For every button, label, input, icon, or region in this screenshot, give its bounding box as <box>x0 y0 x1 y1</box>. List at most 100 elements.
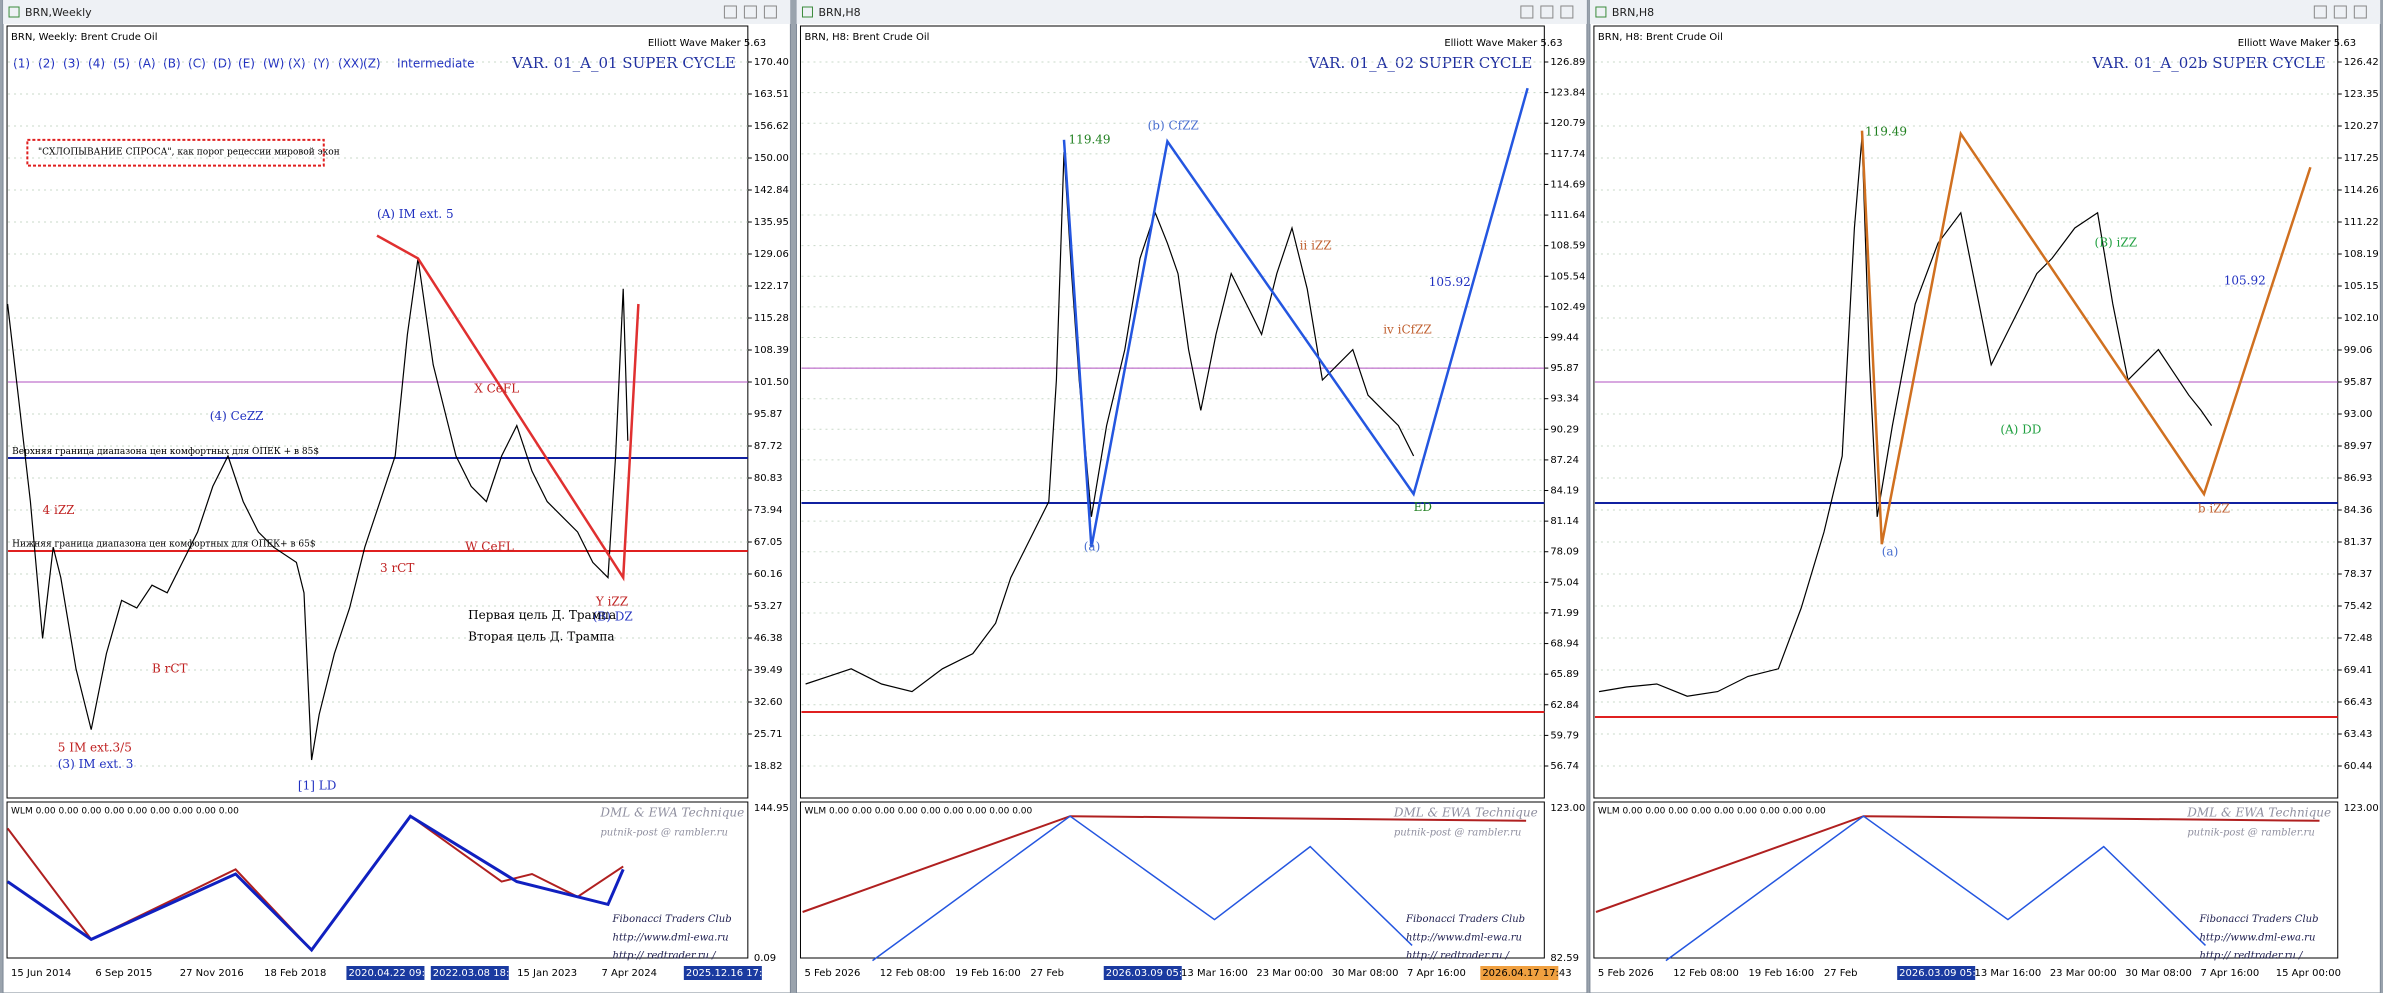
price-label: 123.35 <box>2344 89 2379 100</box>
wave-annotation: (3) IM ext. 3 <box>58 757 134 771</box>
wave-path <box>1860 130 2312 545</box>
price-label: 87.24 <box>1550 455 1579 466</box>
indicator-scale: 82.59 <box>1550 953 1579 964</box>
degree-label[interactable]: (XX) <box>338 57 364 71</box>
degree-label[interactable]: (Y) <box>313 57 330 71</box>
wave-annotation: X CeFL <box>474 382 519 396</box>
window-button[interactable] <box>2333 5 2347 19</box>
price-label: 99.06 <box>2344 345 2373 356</box>
date-label: 18 Feb 2018 <box>264 968 326 979</box>
date-label: 5 Feb 2026 <box>1598 968 1654 979</box>
date-label: 27 Nov 2016 <box>180 968 244 979</box>
price-label: 108.59 <box>1550 241 1585 252</box>
wave-annotation: (A) IM ext. 5 <box>377 207 454 221</box>
indicator-line <box>1665 815 2207 962</box>
window-titlebar <box>1589 0 2381 24</box>
degree-label[interactable]: (E) <box>238 57 255 71</box>
date-label: 15 Jan 2023 <box>517 968 577 979</box>
price-label: 99.44 <box>1550 332 1579 343</box>
degree-label[interactable]: (1) <box>13 57 30 71</box>
price-label: 62.84 <box>1550 700 1579 711</box>
wave-annotation: 5 IM ext.3/5 <box>58 740 132 754</box>
credit-text: http://www.dml-ewa.ru <box>2199 932 2315 943</box>
degree-label[interactable]: (A) <box>138 57 156 71</box>
date-highlight <box>1897 966 1976 980</box>
degree-label[interactable]: (X) <box>288 57 306 71</box>
price-label: 80.83 <box>754 473 783 484</box>
window-button[interactable] <box>1560 5 1574 19</box>
degree-name: Intermediate <box>397 57 474 71</box>
date-label: 30 Mar 08:00 <box>1332 968 1399 979</box>
degree-label[interactable]: (B) <box>163 57 181 71</box>
wave-annotation: 119.49 <box>1865 125 1907 139</box>
window-icon <box>8 6 20 18</box>
price-label: 114.69 <box>1550 179 1585 190</box>
price-label: 32.60 <box>754 697 783 708</box>
wave-annotation: (B) iZZ <box>2095 236 2138 250</box>
price-label: 95.87 <box>2344 377 2373 388</box>
wave-annotation: Верхняя граница диапазона цен комфортных… <box>12 447 319 457</box>
price-label: 53.27 <box>754 601 783 612</box>
price-label: 63.43 <box>2344 729 2373 740</box>
price-label: 87.72 <box>754 441 783 452</box>
price-label: 75.04 <box>1550 577 1579 588</box>
date-highlight <box>346 966 425 980</box>
degree-label[interactable]: (D) <box>213 57 232 71</box>
price-label: 75.42 <box>2344 601 2373 612</box>
date-label: 19 Feb 16:00 <box>955 968 1021 979</box>
price-label: 81.14 <box>1550 516 1579 527</box>
indicator-area <box>799 801 1545 959</box>
window-button[interactable] <box>1520 5 1534 19</box>
price-label: 89.97 <box>2344 441 2373 452</box>
date-label: 23 Mar 00:00 <box>2050 968 2117 979</box>
indicator-scale: 144.95 <box>754 803 789 814</box>
date-label: 2026.03.09 05:33 <box>1899 968 1988 979</box>
price-label: 120.79 <box>1550 118 1585 129</box>
price-label: 78.09 <box>1550 547 1579 558</box>
price-label: 59.79 <box>1550 730 1579 741</box>
price-label: 122.17 <box>754 281 789 292</box>
price-label: 71.99 <box>1550 608 1579 619</box>
window-button[interactable] <box>723 5 737 19</box>
wave-annotation: (A) DD <box>2000 423 2041 437</box>
wave-annotation: B rCT <box>152 661 188 675</box>
wave-annotation: (4) CeZZ <box>210 409 264 423</box>
window-titlebar <box>3 0 791 24</box>
window-title: BRN,H8 <box>818 6 860 19</box>
wave-path <box>376 234 640 582</box>
degree-label[interactable]: (Z) <box>363 57 381 71</box>
window-button[interactable] <box>2353 5 2367 19</box>
credit-text: DML & EWA Technique <box>599 806 744 820</box>
degree-label[interactable]: (W) <box>263 57 284 71</box>
price-label: 68.94 <box>1550 639 1579 650</box>
indicator-scale: 123.00 <box>2344 803 2379 814</box>
window-icon <box>801 6 813 18</box>
chart-header: BRN, H8: Brent Crude Oil <box>1598 32 1723 43</box>
variant-title: VAR. 01_A_02 SUPER CYCLE <box>1308 54 1533 72</box>
credit-text: DML & EWA Technique <box>1393 806 1538 820</box>
degree-label[interactable]: (3) <box>63 57 80 71</box>
chart-header: BRN, Weekly: Brent Crude Oil <box>11 32 157 43</box>
window-button[interactable] <box>763 5 777 19</box>
date-highlight <box>1480 966 1559 980</box>
indicator-area <box>6 801 749 959</box>
degree-label[interactable]: (C) <box>188 57 206 71</box>
price-label: 117.25 <box>2344 153 2379 164</box>
window-button[interactable] <box>1540 5 1554 19</box>
wave-annotation: "СХЛОПЫВАНИЕ СПРОСА", как порог рецессии… <box>38 148 340 158</box>
degree-label[interactable]: (4) <box>88 57 105 71</box>
window-button[interactable] <box>2313 5 2327 19</box>
price-label: 39.49 <box>754 665 783 676</box>
degree-label[interactable]: (2) <box>38 57 55 71</box>
wave-annotation: 4 iZZ <box>43 503 75 517</box>
wave-annotation: (a) <box>1084 540 1101 554</box>
date-label: 7 Apr 16:00 <box>2200 968 2259 979</box>
chart-area <box>6 25 749 799</box>
degree-label[interactable]: (5) <box>113 57 130 71</box>
credit-text: putnik-post @ rambler.ru <box>600 827 728 838</box>
window-button[interactable] <box>743 5 757 19</box>
indicator-scale: 123.00 <box>1550 803 1585 814</box>
price-label: 102.10 <box>2344 313 2379 324</box>
credit-text: http:// redtrader.ru / <box>613 951 718 962</box>
